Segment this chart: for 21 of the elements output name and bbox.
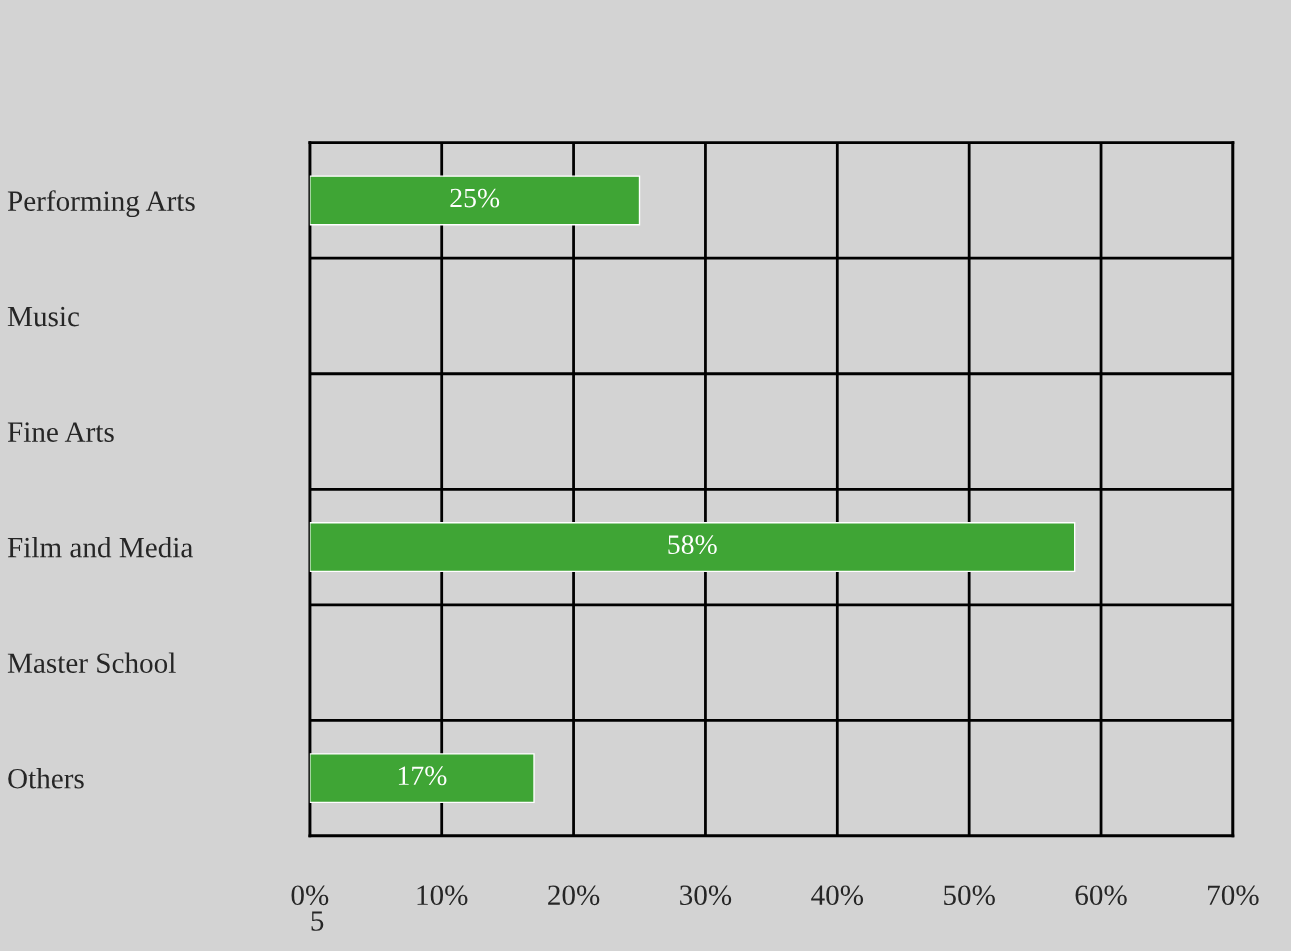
data-label: 58%: [668, 535, 717, 555]
x-tick-label: 70%: [1208, 885, 1259, 906]
x-tick-label: 50%: [944, 885, 995, 906]
bar: [309, 175, 641, 226]
y-tick-label: Others: [8, 768, 84, 789]
y-tick-label: Performing Arts: [7, 190, 195, 217]
x-tick-label: 10%: [417, 885, 468, 906]
x-tick-label: 0%: [291, 885, 329, 906]
y-tick-label: Music: [7, 306, 80, 327]
x-tick-label: 30%: [680, 885, 732, 906]
text: 5: [311, 911, 324, 931]
y-tick-label: Master School: [7, 652, 176, 674]
x-tick-label: 60%: [1075, 885, 1127, 906]
x-tick-label: 40%: [811, 885, 864, 906]
y-tick-label: Film and Media: [7, 536, 193, 558]
data-label: 17%: [398, 766, 447, 786]
bar: [309, 753, 535, 804]
y-tick-label: Fine Arts: [7, 422, 114, 442]
x-tick-label: 20%: [548, 885, 600, 906]
data-label: 25%: [450, 188, 500, 208]
bar: [309, 522, 1076, 573]
